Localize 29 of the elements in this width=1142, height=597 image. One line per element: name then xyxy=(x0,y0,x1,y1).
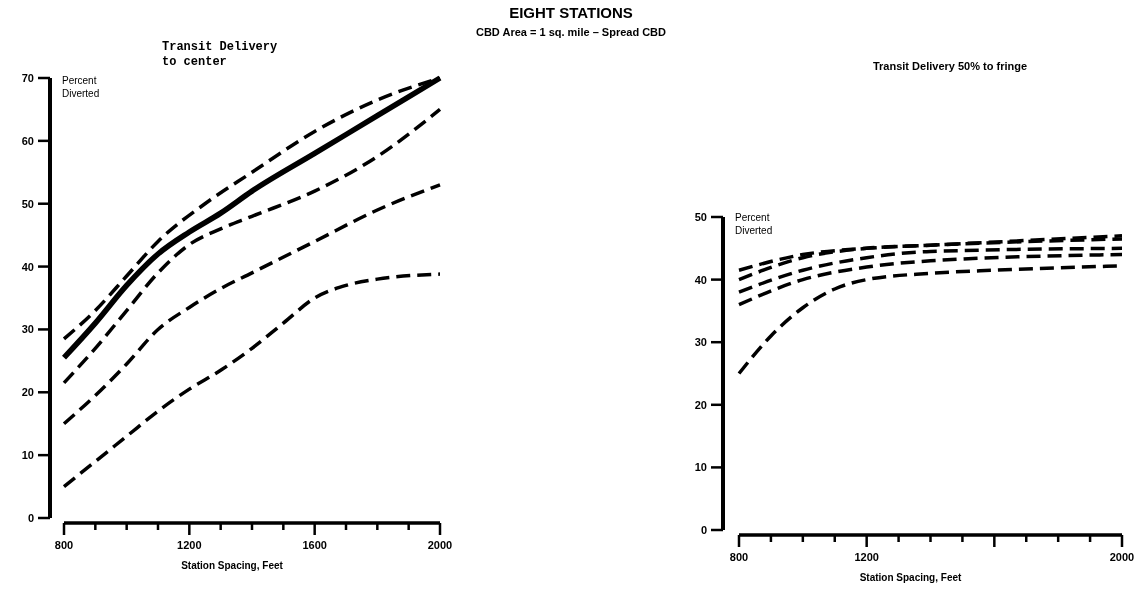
text: EIGHT STATIONS xyxy=(509,4,633,21)
chart-title: Transit Delivery to center xyxy=(162,40,278,69)
x-tick-label: 1200 xyxy=(177,539,202,551)
y-tick-label: 50 xyxy=(694,211,707,223)
text: CBD Area = 1 sq. mile – Spread CBD xyxy=(475,26,667,38)
y-tick-label: 0 xyxy=(27,512,34,524)
y-tick-label: 10 xyxy=(21,449,34,462)
x-tick-label: 1600 xyxy=(302,539,327,551)
y-tick-label: 60 xyxy=(21,134,34,147)
chart-title: Transit Delivery 50% to fringe xyxy=(872,60,1028,72)
x-axis-title: Station Spacing, Feet xyxy=(859,572,963,583)
x-tick-label: 800 xyxy=(729,551,749,563)
y-tick-label: 30 xyxy=(694,336,707,349)
x-axis-title: Station Spacing, Feet xyxy=(181,560,284,571)
y-tick-label: 0 xyxy=(700,524,707,536)
y-tick-label: 40 xyxy=(21,260,34,273)
y-axis-title: Percent Diverted xyxy=(62,75,100,99)
y-tick-label: 50 xyxy=(21,197,34,210)
x-tick-label: 2000 xyxy=(1109,551,1135,563)
x-tick-label: 2000 xyxy=(427,539,453,551)
y-tick-label: 70 xyxy=(21,72,34,84)
y-tick-label: 30 xyxy=(21,323,34,336)
x-tick-label: 1200 xyxy=(854,551,879,563)
y-axis-title: Percent Diverted xyxy=(735,212,773,236)
y-tick-label: 20 xyxy=(21,386,34,399)
y-tick-label: 40 xyxy=(694,273,707,286)
y-tick-label: 10 xyxy=(694,461,707,474)
y-tick-label: 20 xyxy=(694,398,707,411)
x-tick-label: 800 xyxy=(54,539,74,551)
